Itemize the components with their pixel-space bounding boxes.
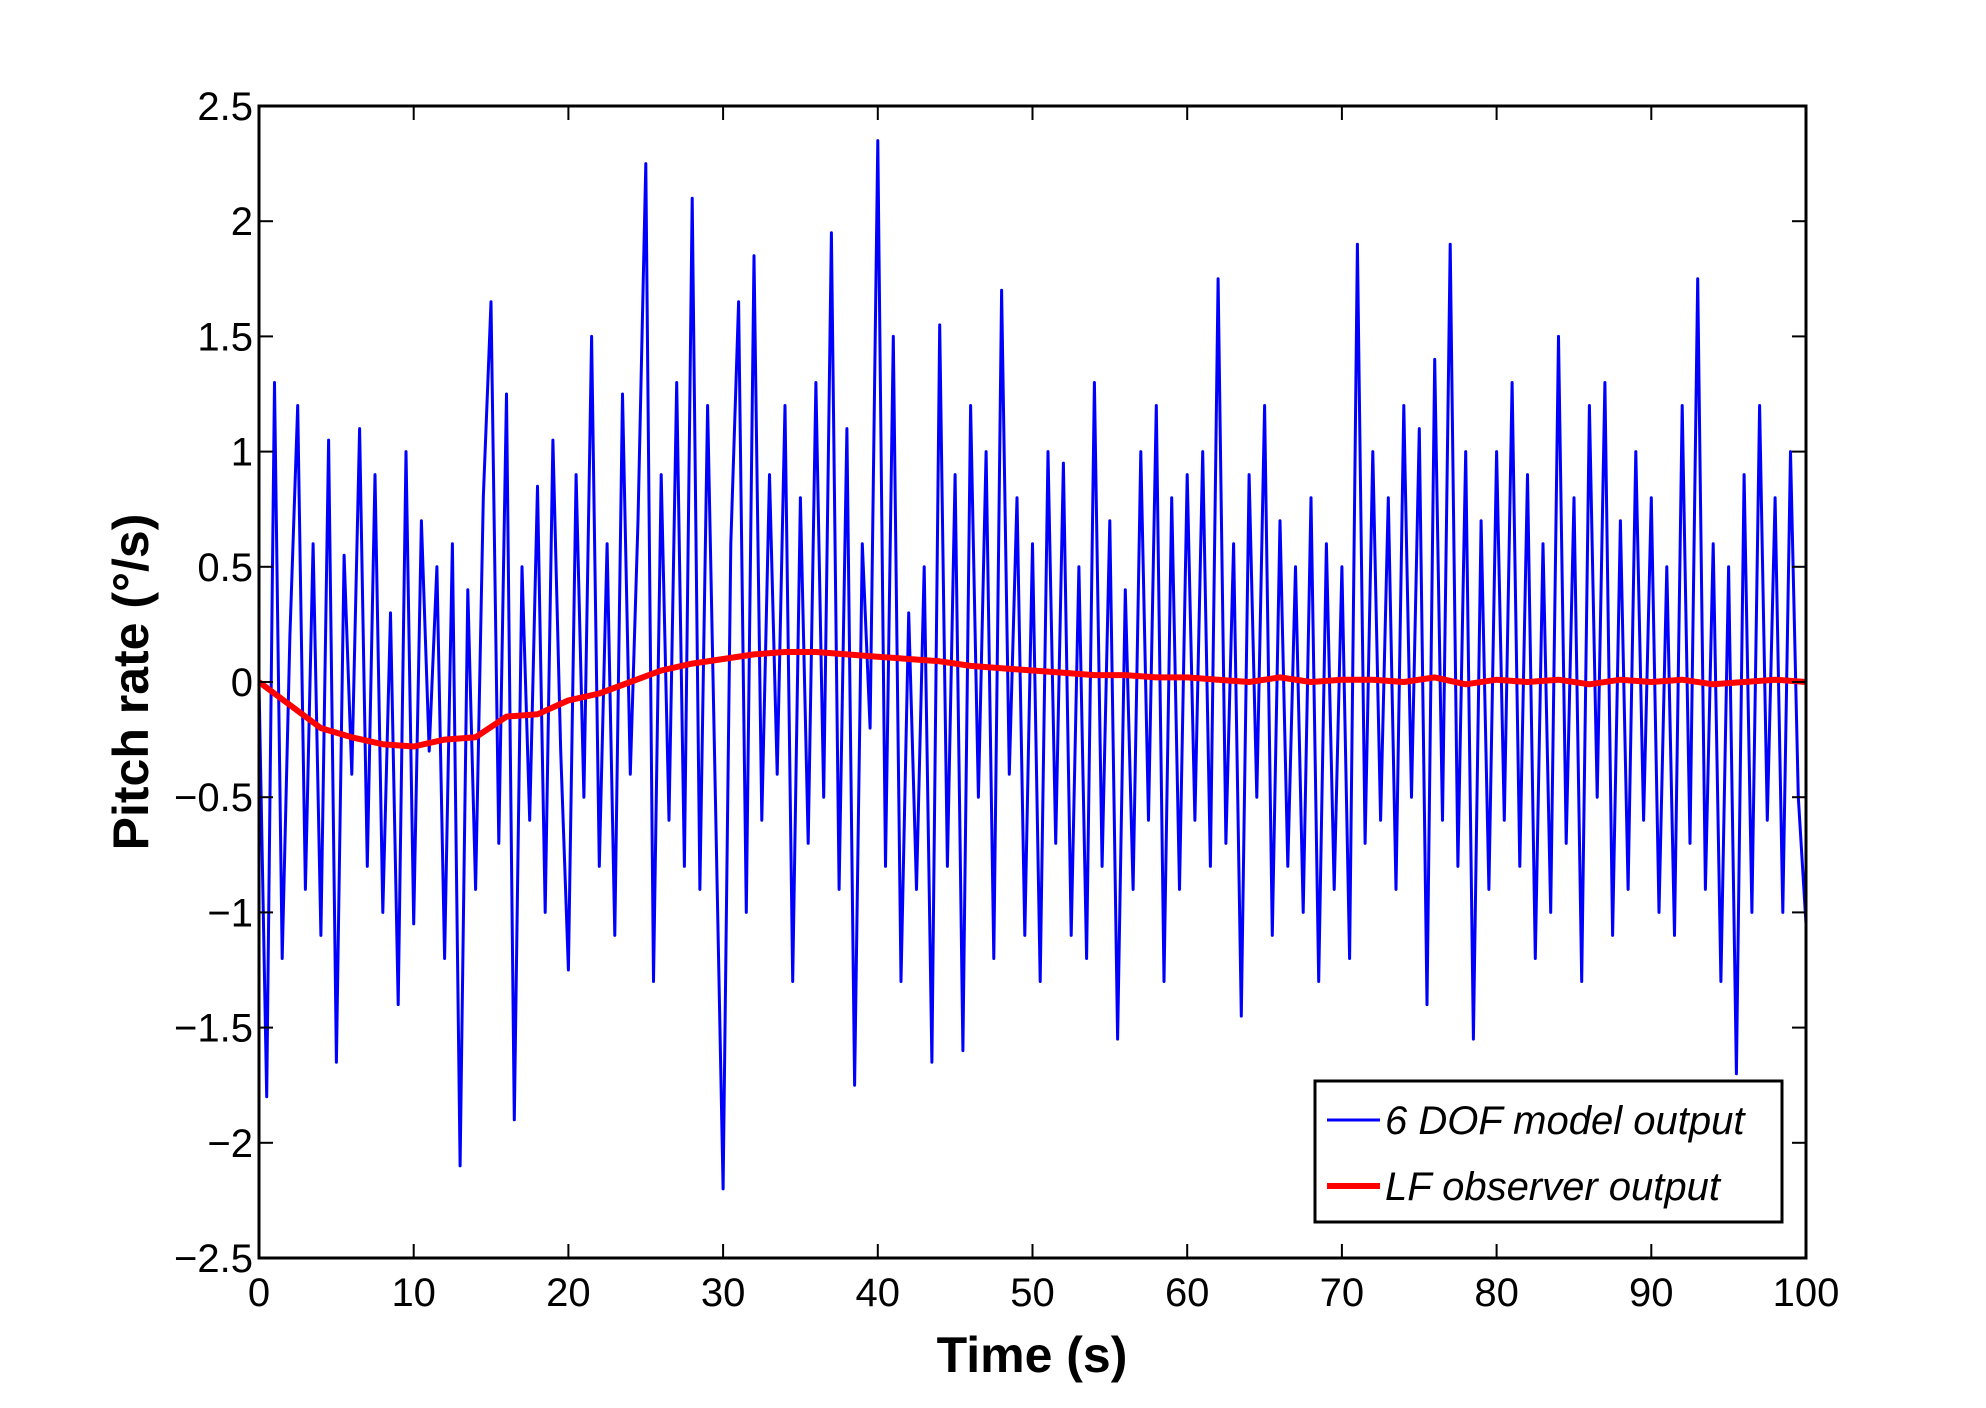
- x-tick-label: 70: [1320, 1271, 1365, 1315]
- y-tick-label: 2.5: [197, 85, 253, 129]
- legend-box: [1313, 1079, 1784, 1224]
- x-tick-label: 40: [856, 1271, 901, 1315]
- x-tick-label: 80: [1474, 1271, 1519, 1315]
- legend: 6 DOF model output LF observer output: [1313, 1079, 1784, 1224]
- y-tick-label: 1.5: [197, 315, 253, 359]
- x-tick-label: 60: [1165, 1271, 1210, 1315]
- series-6dof-line: [257, 139, 1808, 1191]
- x-tick-label: 30: [701, 1271, 746, 1315]
- tick-layer: 0 10 20 30 40 50 60 70 80 90 100 2.5 2 1.5 1 0.5 0 −0.5 −1…: [174, 85, 1839, 1315]
- x-tick-label: 50: [1010, 1271, 1055, 1315]
- x-axis-label: Time (s): [937, 1327, 1128, 1383]
- y-tick-label: −2: [207, 1122, 253, 1166]
- y-tick-label: 1: [231, 431, 253, 475]
- y-tick-label: 0: [231, 661, 253, 705]
- legend-label-6dof: 6 DOF model output: [1385, 1099, 1746, 1143]
- x-tick-label: 20: [546, 1271, 591, 1315]
- series-lf-line: [257, 649, 1807, 750]
- x-tick-label: 90: [1629, 1271, 1674, 1315]
- x-tick-label: 100: [1773, 1271, 1840, 1315]
- y-axis-label: Pitch rate (°/s): [103, 514, 159, 851]
- series-layer: [257, 139, 1808, 1191]
- y-tick-label: −2.5: [174, 1237, 253, 1281]
- y-tick-label: 0.5: [197, 546, 253, 590]
- x-tick-label: 10: [391, 1271, 436, 1315]
- y-tick-label: −0.5: [174, 776, 253, 820]
- x-tick-label: 0: [248, 1271, 270, 1315]
- legend-label-lf: LF observer output: [1385, 1165, 1722, 1209]
- y-tick-label: 2: [231, 200, 253, 244]
- y-tick-label: −1: [207, 891, 253, 935]
- y-tick-label: −1.5: [174, 1007, 253, 1051]
